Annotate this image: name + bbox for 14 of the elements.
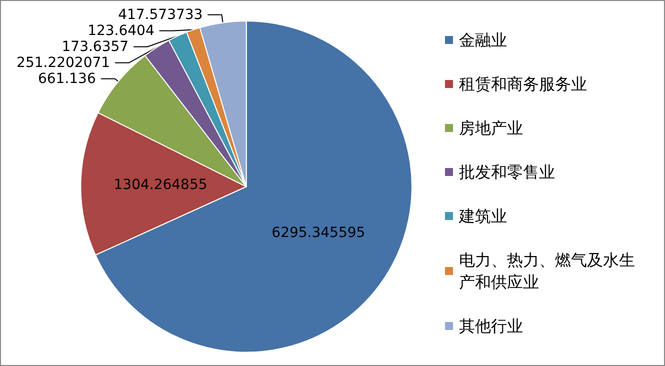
legend-label: 金融业: [459, 30, 507, 50]
legend-label: 建筑业: [458, 206, 507, 226]
legend-label: 电力、热力、燃气及水生产和供应业: [459, 250, 635, 292]
data-label: 417.573733: [118, 6, 203, 23]
data-label: 1304.264855: [114, 177, 208, 194]
data-label: 251.2202071: [16, 54, 110, 71]
data-label: 173.6357: [62, 38, 129, 55]
data-label: 6295.345595: [272, 225, 366, 242]
legend-label: 批发和零售业: [459, 162, 555, 182]
data-label: 661.136: [38, 70, 96, 87]
legend-label: 租赁和商务服务业: [459, 74, 587, 94]
legend-label: 其他行业: [459, 316, 523, 336]
data-label: 123.6404: [88, 22, 154, 39]
legend-label: 房地产业: [459, 118, 523, 138]
